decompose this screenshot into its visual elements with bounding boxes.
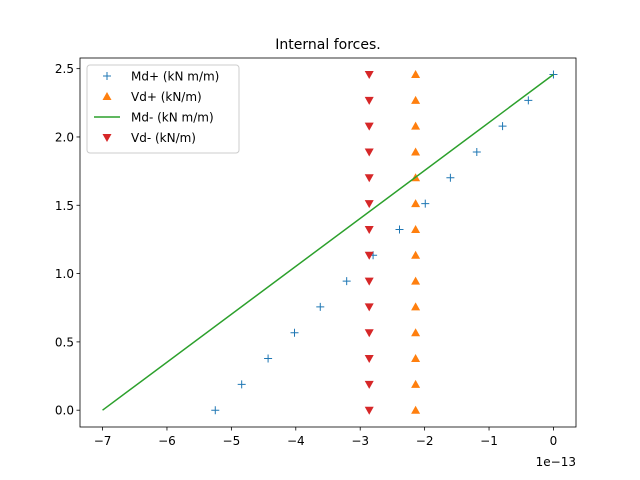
legend-entry-vd-kn-m: Vd- (kN/m) [102, 131, 196, 145]
y-tick-label: 2.0 [55, 130, 74, 144]
point-vd-kn-m [411, 354, 421, 363]
point-vd-kn-m [364, 174, 374, 183]
point-md-kn-m-m [342, 277, 351, 286]
y-tick-label: 0.0 [55, 404, 74, 418]
point-md-kn-m-m [316, 302, 325, 311]
point-md-kn-m-m [290, 328, 299, 337]
point-vd-kn-m [364, 277, 374, 286]
point-vd-kn-m [411, 379, 421, 388]
x-tick-label: −3 [351, 434, 369, 448]
point-md-kn-m-m [446, 173, 455, 182]
point-vd-kn-m [411, 70, 421, 79]
legend-label-md-kn-m-m: Md- (kN m/m) [131, 111, 214, 125]
legend-entry-vd-kn-m: Vd+ (kN/m) [102, 90, 202, 104]
point-md-kn-m-m [549, 70, 558, 79]
y-tick-label: 2.5 [55, 62, 74, 76]
point-vd-kn-m [411, 147, 421, 156]
series-vd-kn-m [411, 70, 421, 414]
point-vd-kn-m [411, 250, 421, 259]
point-md-kn-m-m [211, 406, 220, 415]
legend-entry-md-kn-m-m: Md+ (kN m/m) [103, 70, 219, 84]
point-md-kn-m-m [264, 354, 273, 363]
x-tick-label: −2 [416, 434, 434, 448]
point-vd-kn-m [411, 302, 421, 311]
point-vd-kn-m [364, 303, 374, 312]
point-vd-kn-m [411, 224, 421, 233]
point-md-kn-m-m [421, 199, 430, 208]
legend-handle-md-kn-m-m [103, 72, 111, 80]
point-vd-kn-m [364, 355, 374, 364]
point-vd-kn-m [364, 329, 374, 338]
point-vd-kn-m [364, 122, 374, 131]
point-md-kn-m-m [498, 122, 507, 131]
x-tick-label: −6 [158, 434, 176, 448]
line-md-kn-m-m [102, 73, 554, 411]
point-vd-kn-m [364, 200, 374, 209]
legend-label-vd-kn-m: Vd+ (kN/m) [131, 90, 202, 104]
point-vd-kn-m [364, 406, 374, 415]
legend-label-vd-kn-m: Vd- (kN/m) [131, 131, 196, 145]
legend-entry-md-kn-m-m: Md- (kN m/m) [94, 111, 214, 125]
y-tick-label: 1.5 [55, 199, 74, 213]
x-tick-label: −1 [480, 434, 498, 448]
series-md-kn-m-m [102, 73, 554, 411]
point-vd-kn-m [411, 121, 421, 130]
point-vd-kn-m [411, 95, 421, 104]
point-vd-kn-m [364, 96, 374, 105]
legend: Md+ (kN m/m) Vd+ (kN/m) Md- (kN m/m) Vd- (k… [86, 64, 240, 154]
y-tick-label: 1.0 [55, 267, 74, 281]
point-vd-kn-m [364, 71, 374, 80]
point-vd-kn-m [364, 380, 374, 389]
point-vd-kn-m [411, 199, 421, 208]
chart-title: Internal forces. [275, 37, 380, 53]
legend-label-md-kn-m-m: Md+ (kN m/m) [131, 70, 219, 84]
legend-box [86, 64, 240, 154]
x-tick-label: 0 [550, 434, 558, 448]
x-tick-label: −4 [287, 434, 305, 448]
point-vd-kn-m [411, 276, 421, 285]
legend-handle-vd-kn-m [102, 134, 112, 142]
x-axis-offset-label: 1e−13 [536, 455, 576, 469]
point-vd-kn-m [364, 148, 374, 157]
x-tick-label: −7 [94, 434, 112, 448]
x-tick-label: −5 [223, 434, 241, 448]
point-md-kn-m-m [395, 225, 404, 234]
axes-frame [79, 57, 577, 428]
plot-area [102, 70, 558, 415]
y-tick-label: 0.5 [55, 335, 74, 349]
point-md-kn-m-m [237, 380, 246, 389]
axes: −7 −6 −5 −4 −3 −2 −1 0 0.0 0.5 1.0 1.5 2.0 2.5 [55, 57, 577, 448]
series-vd-kn-m [364, 71, 374, 415]
point-vd-kn-m [411, 328, 421, 337]
point-vd-kn-m [364, 251, 374, 260]
point-vd-kn-m [364, 225, 374, 234]
series-md-kn-m-m [211, 70, 558, 415]
legend-handle-vd-kn-m [102, 92, 112, 100]
point-md-kn-m-m [472, 147, 481, 156]
point-vd-kn-m [411, 405, 421, 414]
point-md-kn-m-m [524, 96, 533, 105]
